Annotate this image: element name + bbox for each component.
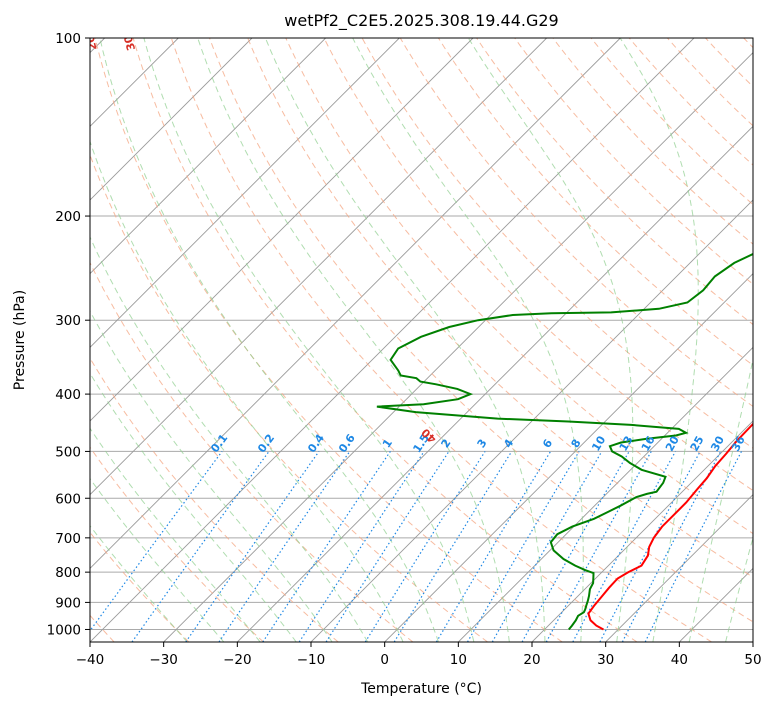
moist-adiabat-line	[352, 38, 584, 642]
isotherm-line	[531, 420, 753, 642]
mixing-ratio-line	[466, 451, 580, 642]
dry-adiabat-line	[132, 38, 638, 642]
profiles	[376, 252, 753, 631]
mixing-ratio-line	[545, 451, 652, 642]
moist-adiabat-line	[90, 372, 297, 642]
isotherm-line	[90, 38, 400, 348]
mixing-ratio-line	[435, 451, 552, 642]
mixing-ratio-line	[572, 451, 677, 642]
plot-frame	[89, 37, 754, 643]
x-axis-label: Temperature (°C)	[360, 681, 482, 697]
y-tick-label: 400	[55, 387, 81, 403]
isotherm-line	[163, 52, 753, 642]
moist-adiabat-line	[90, 235, 369, 642]
y-tick-label: 500	[55, 444, 81, 460]
y-tick-label: 200	[55, 209, 81, 225]
isotherm-line	[458, 346, 753, 642]
y-tick-label: 1000	[47, 622, 81, 638]
x-tick-label: 10	[450, 652, 467, 668]
y-axis-label: Pressure (hPa)	[12, 290, 28, 390]
moist-adiabat-line	[90, 427, 261, 642]
dry-adiabat-label: 20	[83, 33, 99, 51]
x-tick-label: 0	[380, 652, 389, 668]
dry-adiabat-line	[247, 38, 753, 578]
y-tick-label: 300	[55, 313, 81, 329]
mixing-ratio-line	[393, 451, 513, 642]
chart-title: wetPf2_C2E5.2025.308.19.44.G29	[284, 11, 558, 31]
moist-adiabat-line	[619, 38, 699, 642]
moist-adiabat-line	[197, 38, 510, 642]
isotherm-line	[90, 38, 326, 275]
isotherm-line	[384, 273, 753, 642]
moist-adiabat-line	[90, 477, 225, 642]
y-tick-label: 800	[55, 565, 81, 581]
moist-adiabat-line	[725, 535, 753, 642]
moist-adiabat-line	[90, 524, 188, 642]
dry-adiabat-line	[514, 38, 753, 285]
y-tick-label: 700	[55, 531, 81, 547]
plot-area	[90, 38, 753, 642]
moist-adiabat-line	[90, 310, 333, 642]
moist-adiabat-line	[99, 38, 439, 642]
isotherm-line	[237, 125, 753, 642]
x-tick-label: −10	[297, 652, 326, 668]
y-tick-label: 600	[55, 491, 81, 507]
isotherm-line	[90, 38, 695, 642]
dry-adiabat-line	[476, 38, 753, 326]
isotherm-line	[90, 38, 547, 496]
isotherm-line	[90, 38, 253, 201]
dry-adiabat-line	[628, 38, 753, 166]
dry-adiabat-line	[90, 446, 264, 642]
mixing-ratio-line	[491, 451, 603, 642]
mixing-ratio-line	[131, 451, 270, 642]
x-tick-label: 50	[744, 652, 761, 668]
x-tick-label: −40	[76, 652, 105, 668]
moist-adiabat-line	[688, 357, 753, 642]
y-tick-label: 100	[55, 31, 81, 47]
dry-adiabat-line	[209, 38, 753, 623]
dry-adiabat-line	[590, 38, 753, 206]
dry-adiabat-line	[170, 38, 712, 642]
mixing-ratio-label: 25	[688, 434, 707, 454]
mixing-ratio-line	[325, 451, 450, 642]
moist-adiabat-line	[90, 139, 404, 642]
y-tick-label: 900	[55, 595, 81, 611]
dry-adiabat-line	[399, 38, 753, 408]
isotherm-line	[605, 494, 753, 642]
x-tick-label: 20	[523, 652, 540, 668]
x-tick-label: −30	[149, 652, 178, 668]
dry-adiabat-line	[361, 38, 753, 449]
dry-adiabat-line	[323, 38, 753, 492]
dry-adiabat-line	[90, 261, 414, 642]
x-tick-label: 40	[671, 652, 688, 668]
profile-line	[587, 422, 753, 631]
moist-adiabat-line	[143, 38, 475, 642]
x-tick-label: 30	[597, 652, 614, 668]
mixing-ratio-line	[364, 451, 486, 642]
x-tick-label: −20	[223, 652, 252, 668]
isotherm-line	[90, 38, 474, 422]
isotherm-line	[90, 38, 621, 569]
moist-adiabat-line	[264, 38, 546, 642]
profile-line	[376, 252, 753, 631]
mixing-ratio-line	[521, 451, 630, 642]
mixing-ratio-line	[90, 451, 223, 632]
axis-ticks: −40 −30 −20 −10 0 10 20 30 40 50 100 200 300 400 500 60…	[47, 31, 762, 668]
mixing-ratio-line	[218, 451, 351, 642]
mixing-ratio-label: 36	[729, 434, 748, 454]
background-lines	[90, 38, 753, 642]
dry-adiabat-label: 30	[121, 34, 138, 53]
